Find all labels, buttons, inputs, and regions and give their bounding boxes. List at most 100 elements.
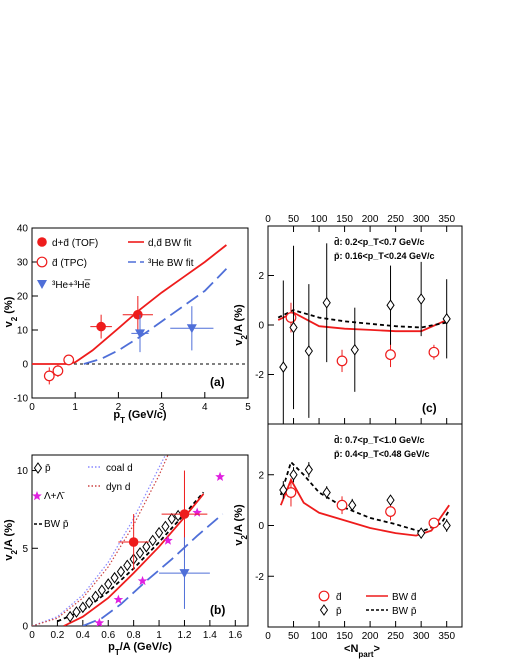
x-top-tick-label: 250: [387, 214, 404, 225]
plot-area: [32, 455, 225, 626]
x-tick-label: 1: [156, 630, 162, 641]
y-axis-label: v2/A (%): [233, 504, 249, 546]
panel-tag: (b): [210, 603, 225, 617]
data-point: [304, 284, 313, 418]
panel-c-top: 0 50 100 150 200 250 300 350 -2 0 2 (c) v2/A (%) d̄: …: [233, 214, 463, 425]
x-tick-label: 0.2: [50, 630, 64, 641]
y-tick-label: -10: [14, 394, 29, 405]
cut-label: d̄: 0.2<p_T<0.7 GeV/c: [334, 237, 425, 247]
marker: [442, 312, 451, 325]
x-tick-label: 1.6: [228, 630, 242, 641]
data-point: [285, 478, 297, 507]
panel-tag: (c): [422, 401, 437, 415]
x-tick-label: 0: [265, 631, 271, 642]
marker: [135, 329, 145, 339]
marker: [304, 345, 313, 357]
x-top-tick-label: 150: [336, 214, 353, 225]
data-point: [386, 265, 395, 345]
marker: [116, 565, 126, 578]
marker: [186, 324, 197, 334]
data-point: [322, 243, 331, 363]
data-point: [161, 470, 208, 558]
legend-c: d̄ p̄ BW d̄ BW p̄: [318, 590, 417, 617]
series-line: [279, 477, 450, 537]
x-tick-label: 2: [116, 402, 122, 413]
y-axis-label: v2/A (%): [233, 304, 249, 346]
y-tick-label: -2: [255, 370, 264, 381]
marker: [33, 462, 43, 474]
series-line: [32, 455, 166, 626]
x-tick-label: 3: [159, 402, 165, 413]
x-tick-label: 1.4: [203, 630, 217, 641]
marker: [417, 293, 426, 305]
data-point: [167, 512, 176, 525]
x-top-tick-label: 100: [311, 214, 328, 225]
x-axis-label: <Npart>: [344, 643, 380, 659]
data-point: [135, 547, 145, 559]
marker: [161, 520, 170, 533]
legend-label: p̄: [336, 606, 342, 617]
series-line: [279, 460, 450, 533]
marker: [386, 494, 395, 506]
series-line: [83, 268, 228, 365]
marker: [52, 365, 64, 377]
marker: [289, 321, 298, 334]
series-line: [82, 513, 224, 626]
marker: [128, 537, 139, 547]
legend-label: ³He BW fit: [148, 258, 194, 269]
data-point: [170, 306, 214, 351]
series-line: [32, 455, 169, 626]
data-point: [104, 578, 113, 590]
marker: [63, 354, 75, 366]
data-point: [118, 514, 149, 571]
data-point: [304, 462, 313, 478]
marker: [104, 578, 113, 590]
x-tick-label: 1: [72, 402, 78, 413]
x-tick-label: 200: [362, 631, 379, 642]
marker: [322, 296, 331, 309]
x-tick-label: 0.6: [101, 630, 115, 641]
data-point: [161, 520, 170, 533]
data-point: [91, 590, 100, 603]
data-point: [123, 559, 132, 572]
marker: [348, 499, 357, 512]
data-point: [163, 535, 173, 545]
marker: [43, 370, 55, 382]
x-top-tick-label: 0: [265, 214, 271, 225]
data-point: [428, 344, 440, 360]
data-point: [85, 596, 94, 609]
plot-area: [279, 460, 451, 539]
x-tick-label: 150: [336, 631, 353, 642]
data-point: [159, 537, 210, 609]
marker: [386, 299, 395, 312]
marker: [442, 519, 451, 532]
marker: [289, 468, 298, 481]
data-point: [142, 540, 151, 553]
y-tick-label: 5: [22, 544, 28, 555]
data-point: [386, 494, 395, 506]
legend-label: dyn d: [106, 482, 130, 493]
marker: [417, 527, 426, 539]
legend-label: coal d: [106, 463, 133, 474]
legend-label: BW p̄: [44, 519, 69, 530]
marker: [279, 361, 288, 373]
x-top-tick-label: 300: [413, 214, 430, 225]
panel-b: 0 0.2 0.4 0.6 0.8 1 1.2 1.4 1.6 0 5 10 (b) pT/A (GeV/…: [3, 454, 249, 657]
marker: [72, 606, 81, 618]
legend-a: d+d̄ (TOF) d̄ (TPC) ³He+³He̅ d,d̄ BW fit ³He…: [36, 237, 194, 291]
marker: [97, 584, 106, 597]
y-tick-label: 40: [17, 224, 29, 235]
x-tick-label: 4: [202, 402, 208, 413]
data-point: [131, 314, 149, 353]
x-tick-label: 100: [311, 631, 328, 642]
data-point: [417, 261, 426, 337]
marker: [336, 499, 348, 511]
marker: [163, 535, 173, 545]
marker: [318, 590, 330, 602]
data-point: [428, 517, 440, 529]
series-line: [277, 311, 448, 333]
plot-frame: [31, 454, 249, 627]
legend-label: d̄: [336, 592, 342, 603]
marker: [322, 486, 331, 499]
